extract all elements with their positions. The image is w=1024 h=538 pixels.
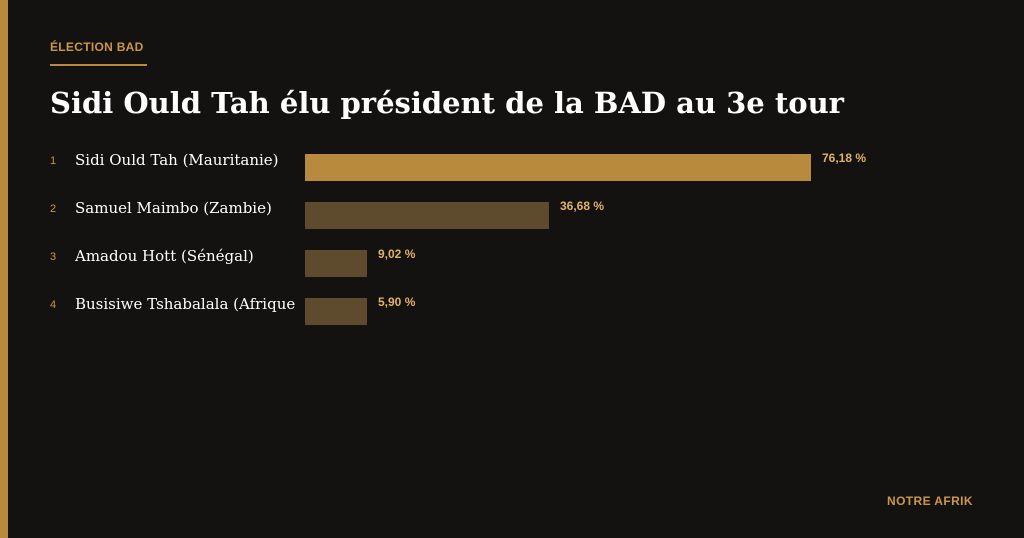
category-label: Samuel Maimbo (Zambie) [75, 199, 272, 217]
rank-label: 2 [50, 203, 57, 215]
bar-row: 4 Busisiwe Tshabalala (Afrique 5,90 % [0, 295, 1024, 326]
value-label: 9,02 % [378, 247, 416, 261]
bar-row: 3 Amadou Hott (Sénégal) 9,02 % [0, 247, 1024, 278]
bar [305, 202, 549, 229]
category-label: Amadou Hott (Sénégal) [75, 247, 254, 265]
category-label: Sidi Ould Tah (Mauritanie) [75, 151, 279, 169]
rank-label: 3 [50, 251, 57, 263]
rank-label: 1 [50, 155, 57, 167]
kicker-underline [50, 64, 147, 66]
value-label: 76,18 % [822, 151, 867, 165]
value-label: 5,90 % [378, 295, 416, 309]
value-label: 36,68 % [560, 199, 605, 213]
bar-row: 2 Samuel Maimbo (Zambie) 36,68 % [0, 199, 1024, 230]
bar-row: 1 Sidi Ould Tah (Mauritanie) 76,18 % [0, 151, 1024, 182]
bar [305, 298, 367, 325]
rank-label: 4 [50, 299, 57, 311]
section-kicker: ÉLECTION BAD [50, 40, 144, 54]
source-label: NOTRE AFRIK [887, 494, 973, 508]
bar [305, 154, 811, 181]
left-accent-bar [0, 0, 8, 538]
bar [305, 250, 367, 277]
category-label: Busisiwe Tshabalala (Afrique [75, 295, 296, 313]
chart-title: Sidi Ould Tah élu président de la BAD au… [50, 86, 844, 120]
